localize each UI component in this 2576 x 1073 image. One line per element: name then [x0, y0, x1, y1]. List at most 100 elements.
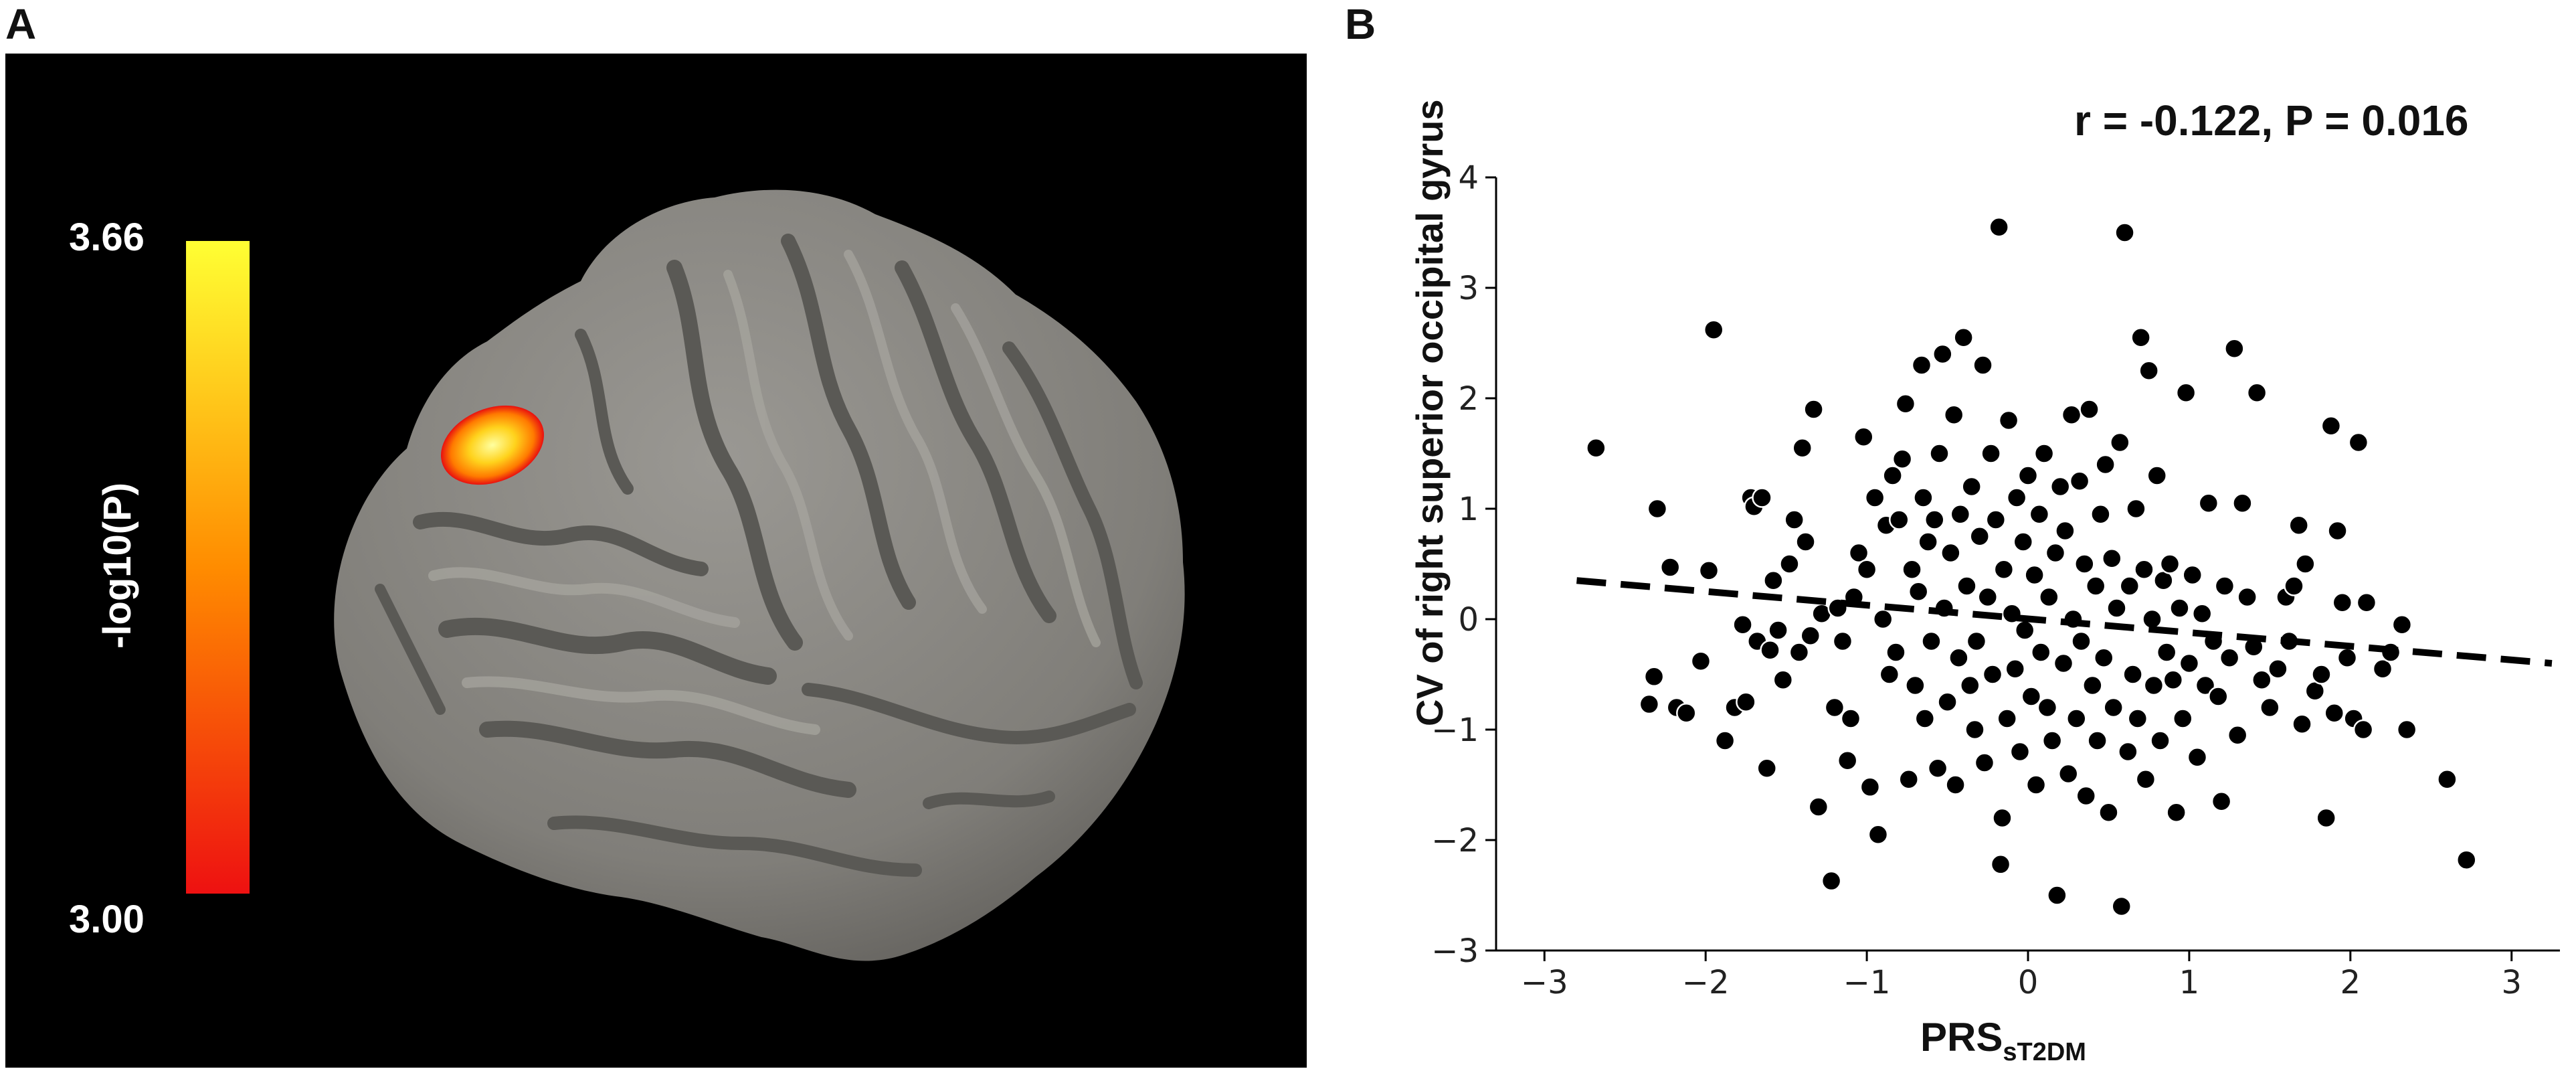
data-point: [1885, 642, 1906, 663]
data-point: [1989, 217, 2009, 238]
data-point: [1992, 807, 2013, 829]
data-point: [1974, 752, 1995, 773]
data-point: [2142, 608, 2163, 630]
colorbar-title: -log10(P): [96, 482, 139, 649]
data-point: [1990, 854, 2011, 875]
data-point: [1997, 708, 2017, 729]
data-point: [2146, 465, 2167, 486]
data-point: [2025, 774, 2047, 795]
data-point: [2122, 664, 2143, 685]
data-point: [1921, 631, 1942, 652]
data-point: [1924, 509, 1945, 530]
data-point: [2049, 476, 2071, 497]
data-point: [1647, 498, 1668, 519]
data-point: [2268, 659, 2288, 679]
data-point: [2195, 675, 2216, 696]
data-point: [2102, 548, 2122, 569]
data-point: [2336, 647, 2358, 668]
data-point: [1985, 509, 2007, 530]
x-tick-label: 1: [2179, 964, 2200, 1001]
colorbar-max-label: 3.66: [69, 216, 145, 259]
y-tick-label: 0: [1458, 601, 1479, 639]
x-tick-label: 2: [2340, 964, 2361, 1001]
data-point: [2456, 849, 2477, 870]
data-point: [2130, 327, 2151, 348]
data-point: [1756, 758, 1777, 778]
data-point: [1956, 576, 1977, 596]
data-point: [1803, 399, 1824, 420]
data-point: [1908, 581, 1929, 602]
data-point: [1736, 691, 1756, 712]
data-point: [1772, 669, 1794, 690]
data-point: [1800, 625, 1821, 646]
data-point: [1898, 769, 1919, 790]
data-point: [1690, 651, 1712, 671]
data-point: [2320, 416, 2342, 436]
data-point: [1953, 327, 1974, 348]
data-point: [2138, 360, 2159, 381]
data-point: [1918, 531, 1938, 552]
data-point: [2127, 708, 2148, 729]
data-point: [1929, 443, 1950, 464]
brain-surface-panel: 3.66 3.00 -log10(P): [5, 54, 1307, 1068]
data-point: [2348, 432, 2369, 453]
data-point: [2237, 586, 2258, 608]
data-point: [1998, 410, 2019, 431]
data-point: [2103, 697, 2124, 718]
data-point: [1972, 355, 1993, 376]
data-point: [1966, 631, 1987, 652]
data-point: [1821, 870, 1842, 892]
data-point: [2311, 664, 2332, 685]
data-point: [2316, 807, 2336, 829]
data-point: [2214, 576, 2235, 596]
data-point: [2224, 338, 2245, 359]
data-point: [1867, 824, 1889, 845]
y-tick-label: 3: [1458, 270, 1479, 307]
data-point: [2169, 598, 2190, 618]
data-point: [2093, 647, 2114, 668]
data-point: [2055, 520, 2076, 542]
data-point: [2098, 802, 2119, 823]
data-point: [2005, 659, 2025, 679]
data-point: [2033, 443, 2055, 464]
data-point: [2187, 747, 2208, 768]
data-point: [2066, 708, 2087, 729]
data-point: [2095, 454, 2116, 475]
data-point: [1856, 559, 1877, 580]
x-axis-label-main: PRS: [1920, 1015, 2003, 1060]
data-point: [1643, 666, 1665, 687]
data-point: [1945, 774, 1966, 795]
y-tick-label: −1: [1431, 712, 1479, 749]
data-point: [1779, 554, 1800, 574]
data-point: [2143, 675, 2165, 696]
data-point: [2332, 592, 2353, 613]
panel-b-letter: B: [1345, 0, 1376, 48]
data-point: [1911, 355, 1932, 376]
data-point: [1895, 394, 1916, 414]
data-point: [2198, 493, 2219, 513]
data-point: [1964, 719, 1985, 740]
data-point: [2135, 769, 2156, 790]
data-point: [2047, 885, 2067, 906]
data-point: [2182, 564, 2203, 586]
data-point: [2324, 703, 2344, 724]
x-tick-label: 3: [2501, 964, 2522, 1001]
data-point: [1950, 504, 1971, 525]
data-point: [2111, 896, 2132, 917]
data-point: [2114, 222, 2135, 243]
scatter-panel: r = -0.122, P = 0.016 CV of right superi…: [1331, 0, 2576, 1073]
data-point: [2126, 498, 2146, 519]
activation-cluster: [441, 405, 544, 485]
data-point: [1872, 608, 1894, 630]
data-point: [2295, 554, 2316, 574]
data-point: [1879, 664, 1900, 685]
data-point: [2150, 730, 2171, 751]
data-point: [1981, 443, 2001, 464]
data-point: [1902, 559, 1922, 580]
data-point: [1752, 487, 1772, 508]
data-point: [1982, 664, 2003, 685]
data-point: [2191, 603, 2213, 624]
data-point: [1698, 560, 1720, 581]
x-tick-label: −2: [1682, 964, 1730, 1001]
data-point: [2041, 730, 2063, 751]
